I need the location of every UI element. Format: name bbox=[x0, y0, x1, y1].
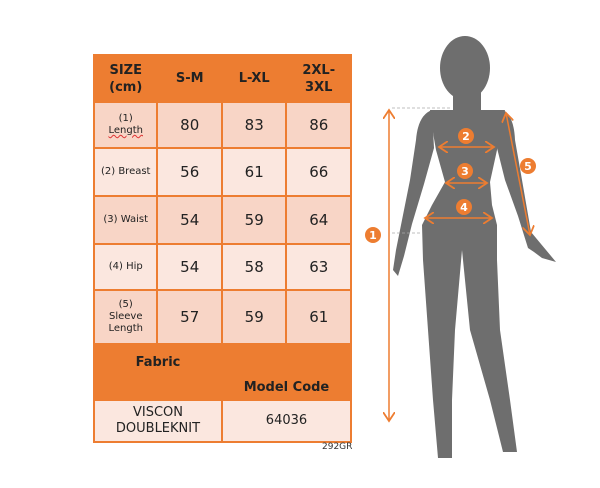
table-row: (2) Breast 56 61 66 bbox=[92, 147, 352, 197]
svg-text:3: 3 bbox=[461, 165, 469, 178]
marker-3-icon: 3 bbox=[457, 163, 473, 179]
header-row: SIZE (cm) S-M L-XL 2XL- 3XL bbox=[92, 54, 352, 103]
cell: 56 bbox=[156, 147, 223, 197]
table-row: (1) Length 80 83 86 bbox=[92, 101, 352, 149]
header-text: (cm) bbox=[109, 79, 143, 95]
cell: 83 bbox=[220, 101, 288, 149]
measurement-arrows bbox=[389, 110, 530, 421]
header-text: 2XL- bbox=[302, 62, 336, 78]
header-s-m: S-M bbox=[156, 54, 223, 103]
cell: 59 bbox=[220, 289, 288, 345]
header-size: SIZE (cm) bbox=[92, 54, 159, 103]
cell: 58 bbox=[220, 243, 288, 291]
table-row: (5) Sleeve Length 57 59 61 bbox=[92, 289, 352, 345]
cell: 80 bbox=[156, 101, 223, 149]
fabric-text: DOUBLEKNIT bbox=[115, 421, 201, 436]
label-text: (1) bbox=[118, 113, 133, 124]
svg-text:4: 4 bbox=[460, 201, 468, 214]
marker-2-icon: 2 bbox=[458, 128, 474, 144]
size-chart-table: SIZE (cm) S-M L-XL 2XL- 3XL (1) Length 80 8… bbox=[92, 54, 353, 443]
cell: 54 bbox=[156, 195, 223, 245]
header-text: 3XL bbox=[305, 79, 333, 95]
row-label: (1) Length bbox=[92, 101, 159, 149]
table-row: (4) Hip 54 58 63 bbox=[92, 243, 352, 291]
cell: 59 bbox=[220, 195, 288, 245]
cell: 61 bbox=[220, 147, 288, 197]
table-row: (3) Waist 54 59 64 bbox=[92, 195, 352, 245]
fabric-text: VISCON bbox=[132, 405, 183, 420]
body-silhouette bbox=[393, 36, 556, 458]
marker-1-icon: 1 bbox=[365, 227, 381, 243]
header-2xl-3xl: 2XL- 3XL bbox=[285, 54, 352, 103]
cell: 57 bbox=[156, 289, 223, 345]
row-label: (5) Sleeve Length bbox=[92, 289, 159, 345]
guide-lines bbox=[392, 107, 452, 234]
svg-text:1: 1 bbox=[369, 229, 377, 242]
cell: 54 bbox=[156, 243, 223, 291]
fabric-header-row: Fabric Model Code bbox=[93, 343, 353, 401]
cell: 66 bbox=[285, 147, 352, 197]
product-code: 292GR bbox=[322, 442, 353, 452]
svg-text:2: 2 bbox=[462, 130, 470, 143]
row-label: (3) Waist bbox=[92, 195, 159, 245]
row-label: (4) Hip bbox=[92, 243, 159, 291]
label-text: (5) bbox=[118, 299, 133, 310]
sleeve-arrow bbox=[506, 113, 530, 235]
header-text: SIZE bbox=[109, 62, 142, 78]
label-text: Length bbox=[108, 323, 143, 334]
cell: 61 bbox=[285, 289, 352, 345]
marker-4-icon: 4 bbox=[456, 199, 472, 215]
cell: 63 bbox=[285, 243, 352, 291]
fabric-row: VISCON DOUBLEKNIT 64036 bbox=[93, 399, 353, 443]
row-label: (2) Breast bbox=[92, 147, 159, 197]
fabric-label: Fabric bbox=[93, 343, 223, 401]
model-code-label: Model Code bbox=[220, 343, 353, 401]
measurement-markers: 1 2 3 4 5 bbox=[365, 128, 536, 243]
label-text: Sleeve bbox=[108, 311, 143, 322]
fabric-value: VISCON DOUBLEKNIT bbox=[93, 399, 223, 443]
svg-text:5: 5 bbox=[524, 160, 532, 173]
model-code-value: 64036 bbox=[220, 399, 353, 443]
header-l-xl: L-XL bbox=[220, 54, 288, 103]
marker-5-icon: 5 bbox=[520, 158, 536, 174]
cell: 86 bbox=[285, 101, 352, 149]
label-text: Length bbox=[108, 125, 143, 136]
cell: 64 bbox=[285, 195, 352, 245]
